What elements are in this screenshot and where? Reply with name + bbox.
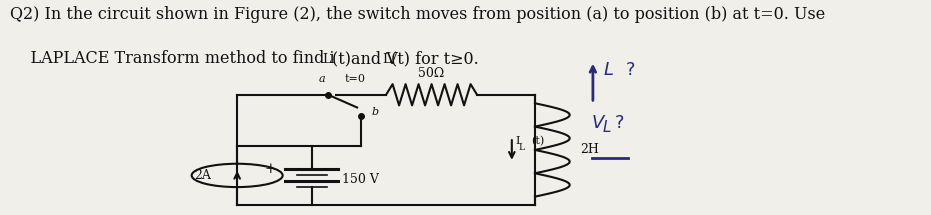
Text: b: b <box>371 107 378 117</box>
Text: 2A: 2A <box>194 169 210 182</box>
Text: L: L <box>603 120 612 135</box>
Text: V: V <box>592 114 604 132</box>
Text: ?: ? <box>626 61 636 79</box>
Text: ?: ? <box>615 114 625 132</box>
Text: LAPLACE Transform method to find i: LAPLACE Transform method to find i <box>9 50 334 67</box>
Text: 50Ω: 50Ω <box>418 67 445 80</box>
Text: +: + <box>264 163 277 177</box>
Text: L: L <box>383 53 391 66</box>
Text: L: L <box>322 53 331 66</box>
Text: I: I <box>516 137 520 146</box>
Text: L: L <box>603 61 614 79</box>
Text: 2H: 2H <box>581 143 600 157</box>
Text: 150 V: 150 V <box>343 173 379 186</box>
Text: (t)and V: (t)and V <box>332 50 398 67</box>
Text: (t) for t≥0.: (t) for t≥0. <box>391 50 479 67</box>
Text: t=0: t=0 <box>344 74 366 84</box>
Text: Q2) In the circuit shown in Figure (2), the switch moves from position (a) to po: Q2) In the circuit shown in Figure (2), … <box>9 6 825 23</box>
Text: L: L <box>519 143 524 152</box>
Text: (t): (t) <box>531 136 544 147</box>
Text: a: a <box>318 74 325 84</box>
